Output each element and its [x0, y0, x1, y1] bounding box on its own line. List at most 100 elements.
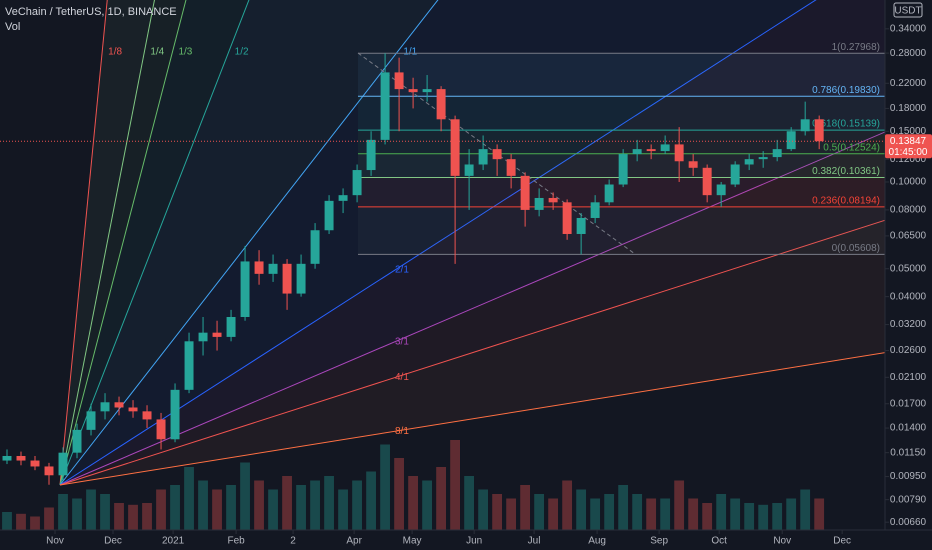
- volume-bar: [310, 480, 320, 530]
- volume-bar: [786, 498, 797, 530]
- volume-bar: [604, 494, 615, 530]
- candle-body: [436, 89, 446, 120]
- y-tick-label: 0.00660: [890, 517, 927, 528]
- volume-bar: [548, 498, 559, 530]
- candle-body: [142, 411, 152, 420]
- x-tick-label: Jul: [528, 536, 541, 547]
- candle-body: [114, 402, 124, 408]
- volume-bar: [142, 503, 152, 530]
- y-tick-label: 0.10000: [890, 177, 927, 188]
- fan-band: [60, 0, 885, 485]
- fib-retracement: 1(0.27968) 0.786(0.19830) 0.618(0.15139) 0.…: [358, 42, 885, 255]
- volume-bar: [44, 507, 54, 530]
- volume-bar: [72, 498, 82, 530]
- candle-body: [212, 332, 222, 337]
- y-tick-label: 0.01400: [890, 423, 927, 434]
- candle-body: [730, 164, 740, 185]
- y-tick-label: 0.08000: [890, 205, 927, 216]
- x-tick-label: Nov: [46, 536, 64, 547]
- candle-body: [492, 149, 502, 160]
- candle-body: [2, 455, 12, 461]
- currency: USDT: [894, 6, 921, 17]
- candle-body: [506, 159, 516, 176]
- fib-band: [358, 53, 885, 97]
- candle-body: [772, 149, 782, 158]
- fan-label: 8/1: [395, 426, 409, 437]
- volume: [2, 440, 825, 530]
- volume-bar: [128, 504, 138, 530]
- volume-bar: [744, 503, 755, 530]
- volume-bar: [688, 498, 699, 530]
- candle-body: [814, 119, 824, 142]
- volume-bar: [366, 471, 376, 530]
- volume-label: Vol: [5, 21, 20, 33]
- fan-label: 2/1: [395, 265, 409, 276]
- volume-bar: [562, 480, 573, 530]
- candle-body: [170, 389, 180, 440]
- volume-bar: [450, 440, 461, 530]
- x-tick-label: May: [403, 536, 422, 547]
- candle-body: [268, 263, 278, 274]
- volume-bar: [16, 513, 26, 530]
- candle-body: [324, 200, 334, 231]
- y-tick-label: 0.01700: [890, 398, 927, 409]
- candle-body: [478, 149, 488, 165]
- volume-bar: [324, 476, 334, 530]
- gann-fan: 1/8 1/4 1/3 1/2 1/1 2/1 3/1 4/1 8/1: [59, 0, 885, 486]
- candle-body: [800, 119, 810, 132]
- candle-body: [100, 402, 110, 412]
- volume-bar: [422, 480, 432, 530]
- fan-label: 4/1: [395, 372, 409, 383]
- candle-body: [296, 263, 306, 294]
- candle-body: [240, 261, 250, 318]
- candle-body: [464, 164, 474, 176]
- candle-body: [450, 119, 460, 176]
- candle-body: [128, 407, 138, 412]
- volume-bar: [758, 504, 769, 530]
- candle-body: [548, 197, 558, 203]
- volume-bar: [198, 480, 208, 530]
- x-tick-label: 2021: [162, 536, 185, 547]
- last-price-label: 0.13847: [890, 136, 927, 147]
- y-tick-label: 0.22000: [890, 78, 927, 89]
- volume-bar: [702, 503, 713, 530]
- candle-body: [184, 341, 194, 390]
- fib-label: 1(0.27968): [832, 42, 880, 53]
- volume-bar: [114, 503, 124, 530]
- candle-body: [758, 157, 768, 160]
- candle-body: [604, 184, 614, 203]
- y-tick-label: 0.00790: [890, 494, 927, 505]
- fan-line: [59, 0, 817, 486]
- axes: 0.34000 0.28000 0.22000 0.18000 0.15000 0.120…: [46, 23, 926, 546]
- candle-body: [338, 195, 348, 201]
- candle-body: [786, 131, 796, 150]
- x-tick-label: Feb: [227, 536, 245, 547]
- volume-bar: [478, 489, 489, 530]
- volume-bar: [492, 494, 503, 530]
- fan-line: [59, 352, 885, 486]
- volume-bar: [100, 494, 110, 530]
- volume-bar: [632, 494, 643, 530]
- volume-bar: [772, 503, 783, 530]
- candle-body: [30, 460, 40, 467]
- y-tick-label: 0.06500: [890, 231, 927, 242]
- volume-bar: [30, 516, 40, 530]
- fib-label: 0.618(0.15139): [812, 119, 880, 130]
- candle-body: [282, 263, 292, 294]
- volume-bar: [646, 498, 657, 530]
- currency-box: [893, 2, 923, 18]
- fan-label: 1/3: [178, 47, 192, 58]
- volume-bar: [2, 512, 12, 530]
- volume-bar: [394, 458, 404, 530]
- fib-band: [358, 206, 885, 255]
- volume-bar: [156, 489, 166, 530]
- fib-label: 0.382(0.10361): [812, 166, 880, 177]
- volume-bar: [534, 494, 545, 530]
- x-tick-label: Oct: [711, 536, 727, 547]
- candle-body: [44, 466, 54, 476]
- y-tick-label: 0.12000: [890, 154, 927, 165]
- candle-body: [562, 202, 572, 234]
- y-tick-label: 0.02600: [890, 345, 927, 356]
- candle-body: [254, 261, 264, 274]
- volume-bar: [408, 476, 418, 530]
